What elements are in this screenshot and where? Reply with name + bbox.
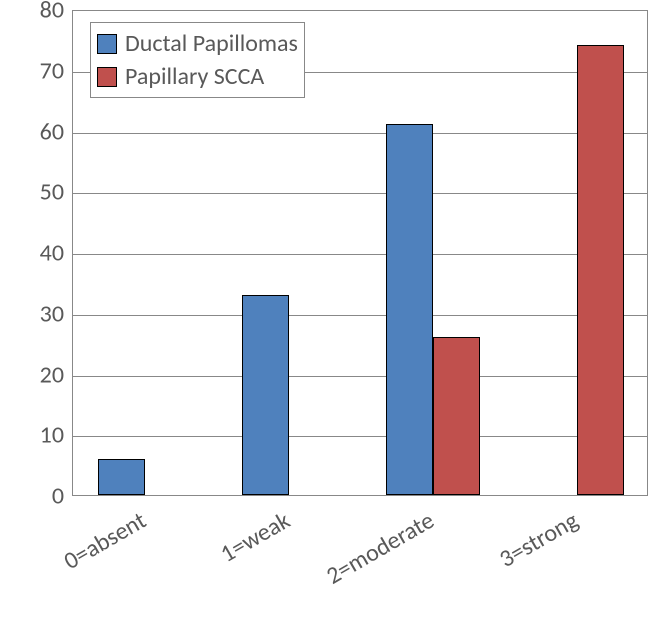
gridline	[73, 193, 647, 194]
bar	[577, 45, 624, 495]
x-tick-label: 2=moderate	[321, 506, 439, 591]
y-tick-label: 50	[40, 178, 64, 207]
legend-label: Ductal Papillomas	[125, 29, 298, 58]
y-tick-label: 10	[40, 421, 64, 450]
legend-label: Papillary SCCA	[125, 62, 264, 91]
y-tick-label: 0	[52, 482, 64, 511]
y-tick-label: 60	[40, 117, 64, 146]
y-tick-label: 30	[40, 299, 64, 328]
bar	[98, 459, 145, 495]
gridline	[73, 315, 647, 316]
legend: Ductal Papillomas Papillary SCCA	[90, 22, 305, 98]
y-tick-label: 70	[40, 56, 64, 85]
x-tick-label: 0=absent	[59, 506, 151, 576]
x-tick-label: 1=weak	[215, 506, 295, 569]
bar	[242, 295, 289, 495]
gridline	[73, 376, 647, 377]
chart-root: 0 10 20 30 40 50 60 70 80 0=absent 1=weak 2=modera…	[0, 0, 661, 617]
legend-swatch	[97, 67, 117, 87]
x-tick-label: 3=strong	[494, 506, 583, 574]
legend-row: Ductal Papillomas	[97, 29, 298, 58]
gridline	[73, 436, 647, 437]
legend-swatch	[97, 34, 117, 54]
bar	[433, 337, 480, 495]
y-tick-label: 20	[40, 360, 64, 389]
y-tick-label: 40	[40, 239, 64, 268]
gridline	[73, 254, 647, 255]
legend-row: Papillary SCCA	[97, 62, 298, 91]
y-tick-label: 80	[40, 0, 64, 25]
gridline	[73, 133, 647, 134]
bar	[386, 124, 433, 495]
